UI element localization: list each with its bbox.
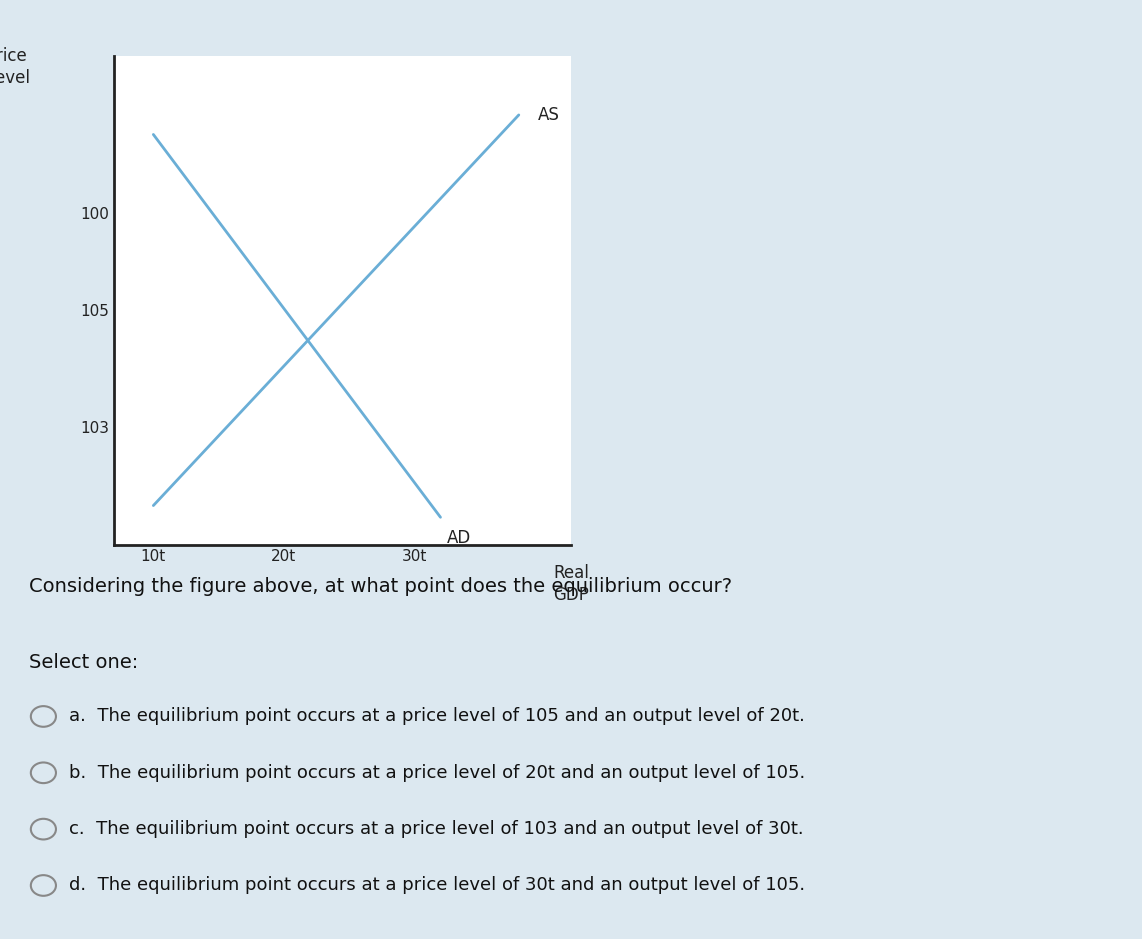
Text: Select one:: Select one: (29, 653, 138, 671)
Text: AD: AD (447, 529, 472, 547)
Text: b.  The equilibrium point occurs at a price level of 20t and an output level of : b. The equilibrium point occurs at a pri… (69, 763, 805, 782)
Text: Real
GDP: Real GDP (553, 564, 589, 605)
Text: Considering the figure above, at what point does the equilibrium occur?: Considering the figure above, at what po… (29, 577, 732, 596)
Text: a.  The equilibrium point occurs at a price level of 105 and an output level of : a. The equilibrium point occurs at a pri… (69, 707, 804, 726)
Text: Price
Level: Price Level (0, 47, 31, 86)
Text: AS: AS (538, 106, 561, 124)
Text: d.  The equilibrium point occurs at a price level of 30t and an output level of : d. The equilibrium point occurs at a pri… (69, 876, 805, 895)
Text: c.  The equilibrium point occurs at a price level of 103 and an output level of : c. The equilibrium point occurs at a pri… (69, 820, 803, 839)
